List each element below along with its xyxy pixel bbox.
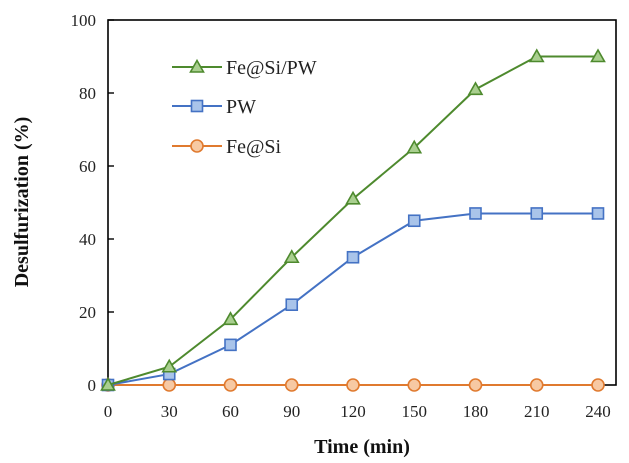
legend-item-fe-si-pw: Fe@Si/PW — [172, 57, 317, 79]
data-point-pw — [469, 207, 482, 220]
x-tick-label: 30 — [161, 402, 178, 421]
x-tick-label: 0 — [104, 402, 113, 421]
legend-label: PW — [226, 96, 256, 118]
data-point-fe-si — [529, 378, 544, 392]
data-point-fe-si — [284, 378, 299, 392]
data-point-fe-si-pw — [528, 48, 545, 63]
y-axis-label: Desulfurization (%) — [11, 117, 33, 288]
data-point-fe-si — [162, 378, 177, 392]
data-point-fe-si — [223, 378, 238, 392]
legend: Fe@Si/PW PW Fe@Si — [172, 57, 317, 158]
data-point-fe-si — [468, 378, 483, 392]
legend-item-pw: PW — [172, 96, 256, 118]
data-point-pw — [591, 207, 605, 220]
x-tick-label: 240 — [585, 402, 611, 421]
x-tick-label: 210 — [524, 402, 550, 421]
y-tick-label: 80 — [79, 84, 96, 103]
data-point-fe-si-pw — [467, 81, 484, 96]
x-tick-label: 90 — [283, 402, 300, 421]
plot-frame — [107, 19, 617, 386]
x-tick-label: 180 — [463, 402, 489, 421]
data-point-pw — [285, 298, 299, 312]
data-point-pw — [407, 214, 421, 228]
x-tick-label: 150 — [402, 402, 428, 421]
y-tick-label: 40 — [79, 230, 96, 249]
data-point-fe-si-pw — [590, 48, 606, 63]
x-axis-label: Time (min) — [314, 436, 410, 458]
y-tick-label: 100 — [71, 11, 97, 30]
x-tick-label: 120 — [340, 402, 366, 421]
legend-marker — [190, 139, 204, 153]
legend-item-fe-si: Fe@Si — [172, 136, 282, 158]
series-pw — [101, 207, 605, 392]
y-tick-label: 60 — [79, 157, 96, 176]
data-point-fe-si — [346, 378, 360, 392]
data-point-fe-si-pw — [100, 376, 116, 391]
data-point-fe-si-pw — [222, 311, 239, 326]
plot-series — [100, 48, 606, 392]
data-point-fe-si-pw — [161, 358, 178, 373]
x-axis: 0 30 60 90 120 150 180 210 240 — [104, 379, 611, 421]
series-fe-si-pw — [100, 48, 606, 391]
data-point-fe-si-pw — [345, 190, 361, 205]
series-line-pw — [107, 212, 598, 386]
series-fe-si — [101, 378, 605, 392]
y-axis: 0 20 40 60 80 100 — [71, 11, 114, 395]
legend-marker — [189, 58, 205, 73]
y-tick-label: 20 — [79, 303, 96, 322]
x-tick-label: 60 — [222, 402, 239, 421]
data-point-fe-si — [591, 378, 605, 392]
y-tick-label: 0 — [88, 376, 97, 395]
legend-marker — [190, 99, 204, 113]
data-point-pw — [346, 250, 360, 264]
data-point-fe-si — [407, 378, 422, 392]
data-point-fe-si-pw — [406, 139, 423, 154]
data-point-pw — [530, 207, 544, 220]
legend-label: Fe@Si/PW — [226, 57, 317, 79]
legend-label: Fe@Si — [226, 136, 282, 158]
data-point-fe-si-pw — [283, 249, 300, 264]
data-point-pw — [224, 338, 237, 352]
